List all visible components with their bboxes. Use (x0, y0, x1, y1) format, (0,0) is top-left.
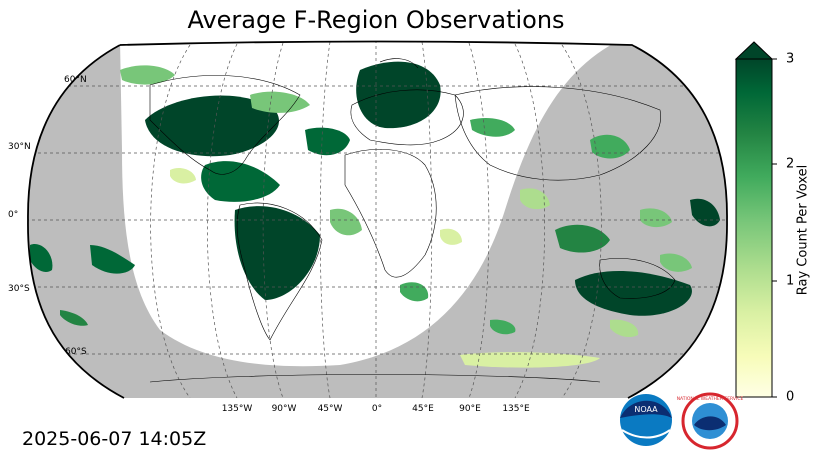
lon-label-135w: 135°W (221, 404, 253, 414)
lon-label-45w: 45°W (317, 404, 343, 414)
globe-outline-right (119, 40, 728, 399)
svg-text:NOAA: NOAA (634, 405, 658, 414)
colorbar (734, 41, 777, 398)
map-body (27, 41, 728, 398)
nws-logo: NATIONAL WEATHER SERVICE (677, 392, 744, 450)
lat-label-30n: 30°N (8, 142, 31, 152)
lon-label-0: 0° (371, 404, 383, 414)
svg-text:NATIONAL WEATHER SERVICE: NATIONAL WEATHER SERVICE (677, 396, 744, 402)
graticule (27, 41, 728, 398)
timestamp: 2025-06-07 14:05Z (22, 428, 207, 450)
lon-label-45e: 45°E (412, 404, 434, 414)
lat-label-30s: 30°S (8, 284, 30, 294)
lat-label-60s: 60°S (65, 347, 87, 357)
lon-label-135e: 135°E (502, 404, 530, 414)
lat-label-0: 0° (8, 210, 19, 220)
colorbar-tick-0: 0 (786, 389, 795, 405)
lon-label-90e: 90°E (459, 404, 481, 414)
chart-title: Average F-Region Observations (187, 6, 565, 34)
coastlines (149, 58, 676, 383)
colorbar-tick-2: 2 (786, 156, 795, 172)
lat-label-60n: 60°N (64, 75, 87, 85)
colorbar-extend-arrow (734, 41, 774, 60)
colorbar-tick-3: 3 (786, 51, 795, 67)
colorbar-label: Ray Count Per Voxel (795, 164, 811, 296)
colorbar-gradient (735, 58, 773, 398)
globe-outline-left (27, 44, 125, 399)
colorbar-tick-1: 1 (786, 273, 795, 289)
noaa-logo: NOAA (620, 394, 672, 446)
observation-density (30, 61, 720, 368)
lon-label-90w: 90°W (271, 404, 297, 414)
